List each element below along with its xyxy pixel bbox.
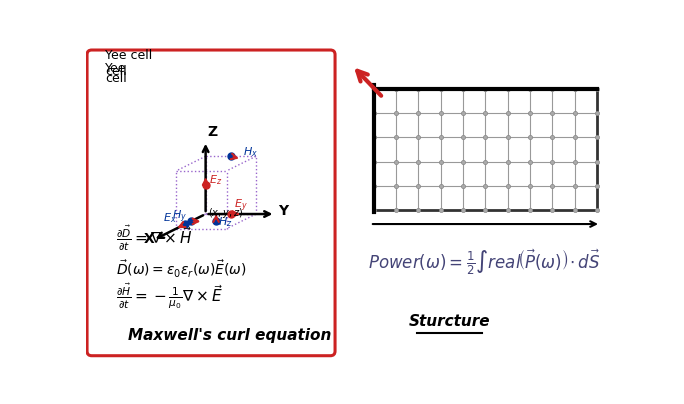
- Text: $E_z$: $E_z$: [209, 174, 222, 187]
- Text: $H_y$: $H_y$: [172, 208, 187, 225]
- Text: $\frac{\partial \vec{D}}{\partial t} = \nabla \times \vec{H}$: $\frac{\partial \vec{D}}{\partial t} = \…: [116, 224, 193, 253]
- Text: $H_x$: $H_x$: [244, 145, 259, 158]
- Text: $\frac{\partial \vec{H}}{\partial t} = -\frac{1}{\mu_0} \nabla \times \vec{E}$: $\frac{\partial \vec{H}}{\partial t} = -…: [116, 282, 224, 311]
- Text: Yee: Yee: [105, 61, 127, 75]
- Text: X: X: [144, 231, 155, 246]
- Text: Yee cell
cell: Yee cell cell: [105, 49, 152, 78]
- Text: Sturcture: Sturcture: [409, 314, 490, 329]
- FancyBboxPatch shape: [87, 50, 335, 356]
- Text: Y: Y: [278, 204, 288, 218]
- Text: $H_z$: $H_z$: [218, 215, 233, 229]
- Text: $Power(\omega) = \frac{1}{2}\int real\!\left(\vec{P}(\omega)\right)\!\cdot d\vec: $Power(\omega) = \frac{1}{2}\int real\!\…: [369, 247, 601, 277]
- Text: $\vec{D}(\omega) = \varepsilon_0 \varepsilon_r(\omega) \vec{E}(\omega)$: $\vec{D}(\omega) = \varepsilon_0 \vareps…: [116, 259, 247, 280]
- Text: $(x,y,z)$: $(x,y,z)$: [208, 206, 244, 219]
- Text: $E_x$: $E_x$: [163, 211, 176, 225]
- Text: $E_y$: $E_y$: [234, 197, 248, 214]
- Text: cell: cell: [105, 72, 127, 84]
- Text: Maxwell's curl equation: Maxwell's curl equation: [128, 328, 332, 343]
- Text: Z: Z: [207, 125, 218, 139]
